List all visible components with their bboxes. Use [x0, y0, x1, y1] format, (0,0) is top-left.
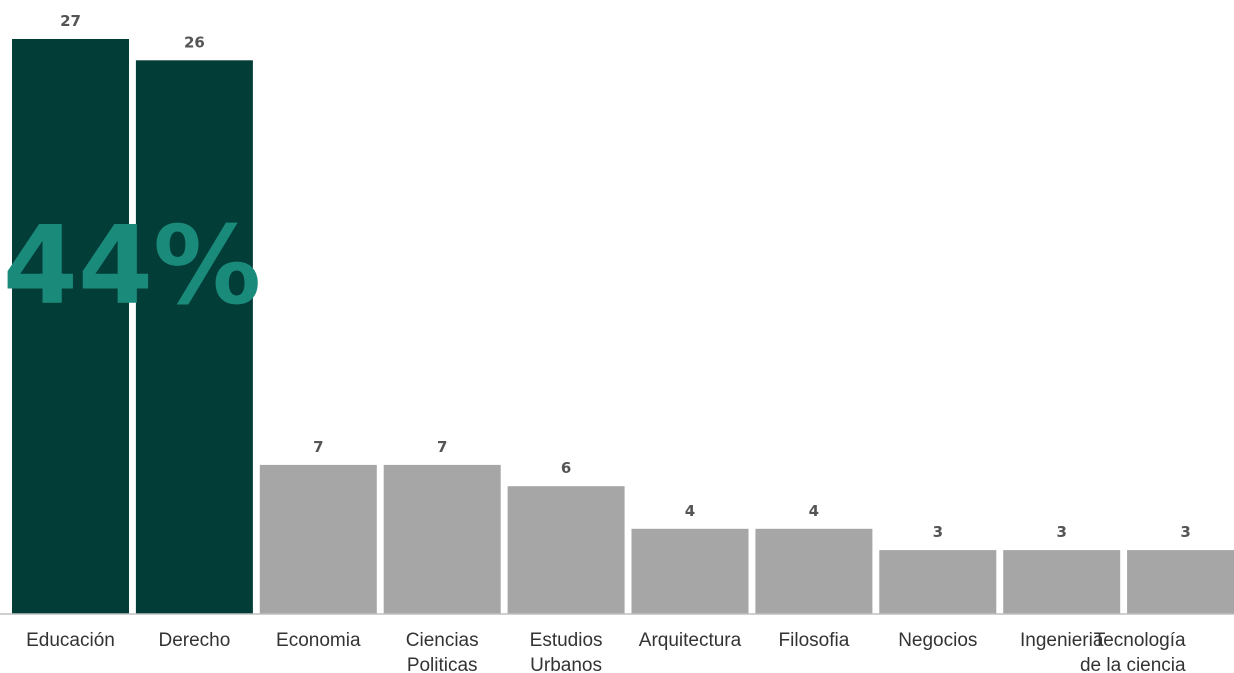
category-label-line: Estudios	[530, 630, 603, 651]
value-labels-layer: 27 26 7 7 6 4 4 3 3 3	[60, 12, 1191, 541]
category-label-0: Educación	[26, 630, 115, 651]
bar-1	[135, 60, 253, 615]
category-label-line: Ingenieria	[1020, 630, 1104, 651]
bar-9	[1127, 550, 1234, 614]
category-label-4: Estudios Urbanos	[530, 630, 603, 673]
category-label-line: de la ciencia	[1080, 655, 1186, 673]
value-label-8: 3	[1056, 523, 1066, 541]
bar-4	[507, 486, 625, 614]
bar-2	[259, 464, 377, 614]
category-label-5: Arquitectura	[639, 630, 742, 651]
bar-5	[631, 528, 749, 614]
bars-layer	[12, 39, 1234, 615]
value-label-6: 4	[809, 502, 819, 520]
bar-3	[383, 464, 501, 614]
value-label-1: 26	[184, 33, 205, 51]
category-label-3: Ciencias Politicas	[406, 630, 479, 673]
category-label-7: Negocios	[898, 630, 977, 651]
category-label-line: Politicas	[407, 655, 478, 673]
category-label-line: Tecnología	[1094, 630, 1186, 651]
category-label-1: Derecho	[158, 630, 230, 651]
category-label-line: Arquitectura	[639, 630, 742, 651]
bar-6	[755, 528, 873, 614]
category-label-9: Tecnología de la ciencia	[1080, 630, 1186, 673]
value-label-9: 3	[1180, 523, 1190, 541]
category-labels-layer: Educación Derecho Economia Ciencias Politica…	[26, 630, 1186, 673]
category-label-line: Derecho	[158, 630, 230, 651]
category-label-line: Negocios	[898, 630, 977, 651]
category-label-line: Ciencias	[406, 630, 479, 651]
bar-8	[1003, 550, 1121, 614]
category-label-line: Economia	[276, 630, 361, 651]
bar-7	[879, 550, 997, 614]
value-label-4: 6	[561, 459, 571, 477]
category-label-line: Filosofia	[779, 630, 850, 651]
highlight-percentage-annotation: 44%	[3, 204, 262, 329]
category-label-6: Filosofia	[779, 630, 850, 651]
value-label-3: 7	[437, 438, 447, 456]
bar-0	[12, 39, 129, 614]
category-label-line: Educación	[26, 630, 115, 651]
value-label-7: 3	[933, 523, 943, 541]
value-label-2: 7	[313, 438, 323, 456]
category-label-8: Ingenieria	[1020, 630, 1104, 651]
value-label-5: 4	[685, 502, 695, 520]
category-label-line: Urbanos	[530, 655, 602, 673]
value-label-0: 27	[60, 12, 81, 30]
category-label-2: Economia	[276, 630, 361, 651]
